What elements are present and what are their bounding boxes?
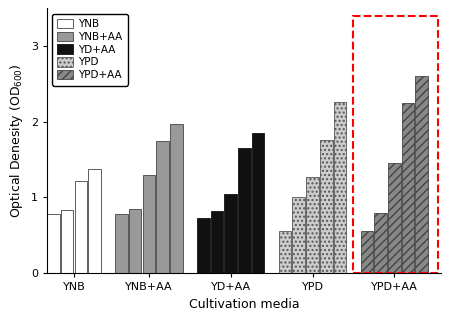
Bar (197, 218, 210, 273)
Bar (374, 213, 387, 273)
Bar (75, 181, 87, 273)
Bar (402, 103, 414, 273)
Bar (156, 141, 169, 273)
Bar (47, 214, 60, 273)
Bar (252, 133, 264, 273)
Bar (170, 124, 183, 273)
Legend: YNB, YNB+AA, YD+AA, YPD, YPD+AA: YNB, YNB+AA, YD+AA, YPD, YPD+AA (52, 13, 128, 85)
Bar (320, 140, 333, 273)
Bar (129, 209, 141, 273)
Bar (306, 177, 319, 273)
Bar (115, 214, 128, 273)
Bar (334, 102, 346, 273)
Bar (238, 148, 251, 273)
Bar (211, 211, 223, 273)
Bar (224, 194, 237, 273)
Bar (143, 175, 155, 273)
Bar (415, 77, 428, 273)
X-axis label: Cultivation media: Cultivation media (189, 298, 299, 311)
Bar (361, 232, 373, 273)
Bar (88, 169, 101, 273)
Y-axis label: Optical Denesity (OD$_{600}$): Optical Denesity (OD$_{600}$) (9, 63, 25, 218)
Bar (292, 197, 305, 273)
Bar (279, 232, 291, 273)
Bar (61, 210, 73, 273)
Bar (388, 163, 401, 273)
